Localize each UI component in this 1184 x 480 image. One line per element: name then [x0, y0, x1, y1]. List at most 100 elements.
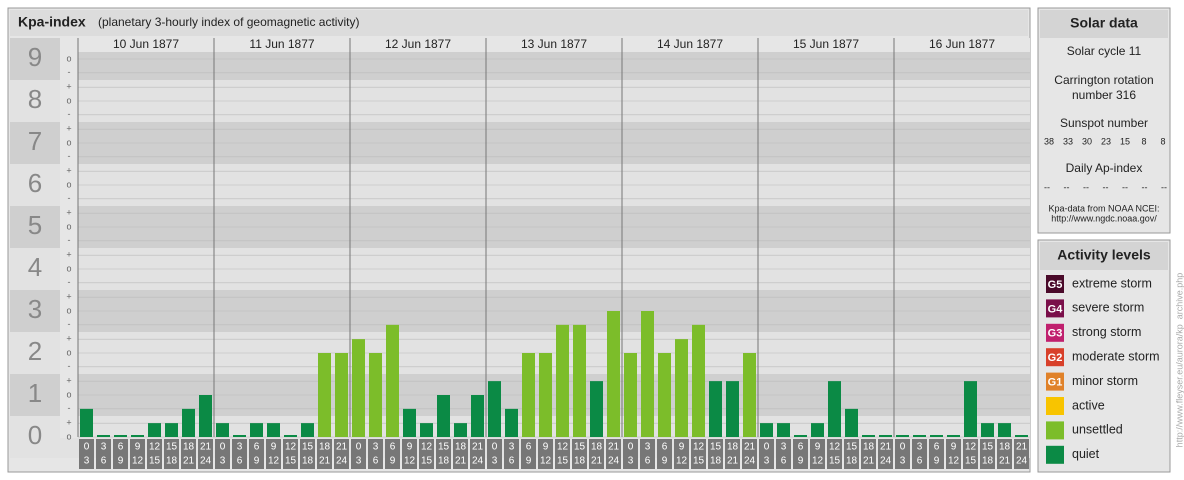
- bar: [522, 353, 535, 437]
- time-label: 3: [237, 442, 243, 453]
- time-cell: [79, 439, 94, 469]
- levels-title: Activity levels: [1057, 247, 1151, 263]
- bar: [148, 423, 161, 437]
- ap-value: --: [1161, 182, 1167, 192]
- bar: [437, 395, 450, 437]
- time-label: 18: [438, 456, 450, 467]
- time-label: 6: [645, 456, 651, 467]
- time-label: 24: [880, 456, 892, 467]
- time-label: 12: [421, 442, 433, 453]
- bar: [488, 381, 501, 437]
- bar: [811, 423, 824, 437]
- time-cell: [266, 439, 281, 469]
- sunspot-value: 38: [1044, 136, 1054, 146]
- solar-header: [1040, 10, 1168, 38]
- bar: [318, 353, 331, 437]
- time-label: 9: [526, 456, 532, 467]
- y-tick-label: 5: [28, 210, 42, 240]
- y-minor-label: o: [66, 137, 71, 147]
- day-label: 14 Jun 1877: [657, 37, 723, 51]
- bar: [301, 423, 314, 437]
- y-minor-label: o: [66, 179, 71, 189]
- bar: [556, 324, 569, 437]
- day-label: 10 Jun 1877: [113, 37, 179, 51]
- bar: [1015, 435, 1028, 437]
- time-label: 18: [591, 442, 603, 453]
- bar: [539, 353, 552, 437]
- level-swatch: [1046, 348, 1064, 367]
- sunspot-value: 8: [1160, 136, 1165, 146]
- bar: [352, 339, 365, 437]
- time-label: 15: [285, 456, 297, 467]
- time-label: 6: [934, 442, 940, 453]
- time-label: 18: [982, 456, 994, 467]
- time-label: 12: [132, 456, 144, 467]
- time-label: 0: [764, 442, 770, 453]
- time-cell: [861, 439, 876, 469]
- time-cell: [453, 439, 468, 469]
- time-cell: [878, 439, 893, 469]
- time-cell: [946, 439, 961, 469]
- y-minor-label: o: [66, 389, 71, 399]
- time-label: 21: [319, 456, 331, 467]
- time-cell: [334, 439, 349, 469]
- time-label: 15: [438, 442, 450, 453]
- time-cell: [844, 439, 859, 469]
- y-minor-label: +: [66, 418, 71, 428]
- time-cell: [232, 439, 247, 469]
- time-cell: [300, 439, 315, 469]
- level-name: minor storm: [1072, 374, 1138, 388]
- time-cell: [470, 439, 485, 469]
- credit: http://www.fleyser.eu/aurora/kp_archive.…: [1174, 273, 1184, 448]
- y-minor-label: o: [66, 221, 71, 231]
- level-badge: G5: [1048, 279, 1063, 291]
- bar: [828, 381, 841, 437]
- time-label: 18: [710, 456, 722, 467]
- time-label: 15: [302, 442, 314, 453]
- y-minor-label: +: [66, 376, 71, 386]
- time-label: 12: [540, 456, 552, 467]
- time-label: 0: [900, 442, 906, 453]
- y-minor-label: -: [68, 361, 71, 371]
- time-label: 6: [254, 442, 260, 453]
- sunspot-value: 30: [1082, 136, 1092, 146]
- time-label: 3: [84, 456, 90, 467]
- level-badge: G2: [1048, 352, 1063, 364]
- time-label: 18: [846, 456, 858, 467]
- ap-value: --: [1083, 182, 1089, 192]
- time-label: 18: [727, 442, 739, 453]
- y-tick-label: 9: [28, 42, 42, 72]
- time-label: 6: [526, 442, 532, 453]
- time-label: 3: [373, 442, 379, 453]
- time-cell: [164, 439, 179, 469]
- time-label: 18: [166, 456, 178, 467]
- ap-value: --: [1103, 182, 1109, 192]
- time-label: 9: [271, 442, 277, 453]
- y-minor-label: +: [66, 166, 71, 176]
- time-cell: [895, 439, 910, 469]
- y-tick-label: 0: [28, 420, 42, 450]
- time-cell: [606, 439, 621, 469]
- time-label: 6: [373, 456, 379, 467]
- bar: [641, 311, 654, 437]
- solar-title: Solar data: [1070, 15, 1138, 31]
- time-cell: [317, 439, 332, 469]
- y-tick-label: 8: [28, 84, 42, 114]
- levels-header: [1040, 242, 1168, 270]
- bar: [573, 324, 586, 437]
- bar: [284, 435, 297, 437]
- y-minor-label: +: [66, 124, 71, 134]
- time-label: 12: [693, 442, 705, 453]
- time-label: 12: [149, 442, 161, 453]
- bar: [726, 381, 739, 437]
- y-minor-label: +: [66, 334, 71, 344]
- time-label: 21: [744, 442, 756, 453]
- level-name: unsettled: [1072, 423, 1123, 437]
- y-minor-label: -: [68, 67, 71, 77]
- level-swatch: [1046, 299, 1064, 318]
- time-label: 6: [509, 456, 515, 467]
- day-label: 15 Jun 1877: [793, 37, 859, 51]
- time-cell: [215, 439, 230, 469]
- time-label: 12: [948, 456, 960, 467]
- time-label: 3: [645, 442, 651, 453]
